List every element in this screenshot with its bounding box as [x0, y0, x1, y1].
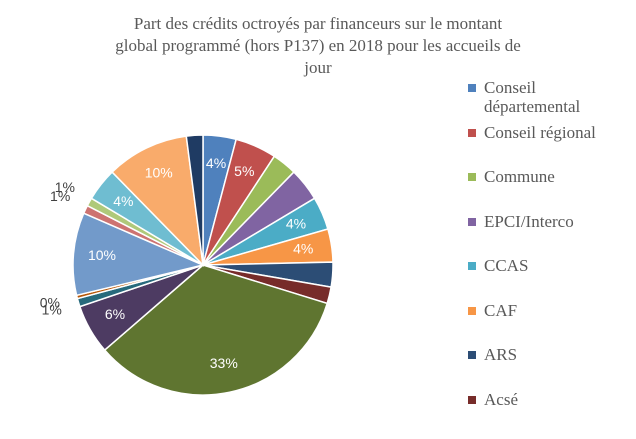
data-label: 4%: [113, 193, 133, 209]
legend-swatch: [468, 173, 476, 181]
legend-item: Commune: [468, 167, 628, 186]
legend-swatch: [468, 84, 476, 92]
legend-item: Conseil régional: [468, 123, 628, 142]
legend-label: Conseil départemental: [484, 78, 581, 116]
pie-slice: [103, 264, 329, 396]
legend-swatch: [468, 128, 476, 137]
data-label: 1%: [42, 301, 62, 317]
legend-label: CAF: [484, 300, 518, 320]
data-label: 10%: [88, 247, 116, 263]
legend-label: Conseil régional: [484, 122, 596, 142]
pie-slice: [185, 134, 204, 266]
legend-item: CAF: [468, 301, 628, 320]
chart-title: jour: [303, 58, 332, 77]
legend-swatch: [468, 306, 476, 315]
data-label: 5%: [234, 163, 254, 179]
data-label: 1%: [50, 188, 70, 204]
legend-swatch: [468, 217, 476, 226]
data-label: 10%: [145, 164, 173, 180]
legend-swatch: [468, 262, 476, 270]
data-label: 0%: [40, 295, 60, 311]
legend-swatch: [468, 351, 476, 359]
data-label: 4%: [293, 240, 313, 256]
legend-item: EPCI/Interco: [468, 212, 628, 231]
legend-item: Acsé: [468, 390, 628, 409]
data-label: 4%: [206, 155, 226, 171]
legend-label: EPCI/Interco: [484, 211, 574, 231]
chart-title: Part des crédits octroyés par financeurs…: [134, 14, 502, 33]
legend-item: CCAS: [468, 256, 628, 275]
pie-slice: [72, 212, 206, 297]
data-label: 4%: [286, 215, 306, 231]
pie-slice: [111, 135, 205, 268]
data-label: 1%: [55, 179, 75, 195]
data-label: 6%: [105, 306, 125, 322]
legend-label: CCAS: [484, 256, 529, 275]
chart-title: global programmé (hors P137) en 2018 pou…: [115, 36, 521, 55]
legend-label: Acsé: [484, 389, 518, 409]
legend-label: Commune: [484, 167, 555, 186]
legend-item: ARS: [468, 345, 628, 364]
data-label: 33%: [210, 355, 238, 371]
legend-label: ARS: [484, 345, 518, 364]
legend-swatch: [468, 395, 476, 404]
legend-item: Conseil départemental: [468, 78, 628, 116]
